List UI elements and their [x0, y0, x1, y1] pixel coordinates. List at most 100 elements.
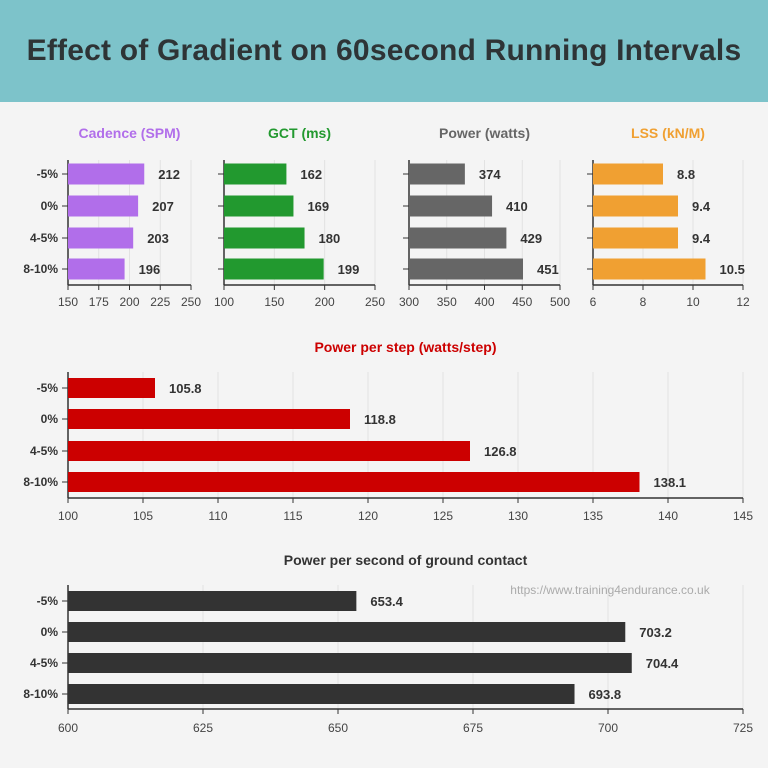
bar: [593, 258, 706, 280]
data-label: 162: [300, 167, 322, 182]
x-tick-label: 125: [433, 509, 453, 523]
chart-title: Power per step (watts/step): [314, 339, 496, 355]
x-tick-label: 650: [328, 721, 348, 735]
bar: [224, 195, 294, 217]
data-label: 653.4: [370, 594, 403, 609]
data-label: 8.8: [677, 167, 695, 182]
header-banner: Effect of Gradient on 60second Running I…: [0, 0, 768, 102]
data-label: 703.2: [639, 625, 672, 640]
bar-chart-4: LSS (kN/M) 6 8 10 12 8.8 9.4 9.4 10.5: [587, 125, 750, 309]
category-label: 4-5%: [30, 231, 58, 245]
chart-title: GCT (ms): [268, 125, 331, 141]
x-tick-label: 200: [119, 295, 139, 309]
bar: [68, 258, 125, 280]
watermark: https://www.training4endurance.co.uk: [510, 583, 710, 597]
data-label: 207: [152, 199, 174, 214]
bar: [68, 622, 626, 642]
x-tick-label: 100: [214, 295, 234, 309]
category-label: 4-5%: [30, 444, 58, 458]
data-label: 199: [338, 262, 360, 277]
bar-chart-5: Power per step (watts/step) 100 105 110 115 1…: [23, 339, 753, 523]
x-tick-label: 105: [133, 509, 153, 523]
x-tick-label: 140: [658, 509, 678, 523]
chart-title: LSS (kN/M): [631, 125, 705, 141]
data-label: 410: [506, 199, 528, 214]
bar: [68, 227, 134, 249]
category-label: 4-5%: [30, 656, 58, 670]
category-label: 0%: [41, 412, 59, 426]
x-tick-label: 700: [598, 721, 618, 735]
bar: [68, 378, 155, 398]
bar: [593, 227, 678, 249]
category-label: 0%: [41, 199, 59, 213]
bar-chart-3: Power (watts) 300 350 400 450 500 374 410 429 451: [399, 125, 570, 309]
data-label: 169: [307, 199, 329, 214]
bar: [409, 163, 465, 185]
x-tick-label: 135: [583, 509, 603, 523]
x-tick-label: 115: [283, 509, 302, 523]
bar-chart-1: Cadence (SPM) 150 175 200 225 250 212 -5% 207 0% 2…: [23, 125, 201, 309]
x-tick-label: 625: [193, 721, 213, 735]
x-tick-label: 250: [365, 295, 385, 309]
category-label: -5%: [37, 167, 59, 181]
x-tick-label: 600: [58, 721, 78, 735]
data-label: 9.4: [692, 231, 711, 246]
data-label: 429: [520, 231, 542, 246]
x-tick-label: 250: [181, 295, 201, 309]
bar: [68, 441, 470, 461]
x-tick-label: 300: [399, 295, 419, 309]
x-tick-label: 6: [590, 295, 597, 309]
bar: [409, 258, 524, 280]
page-title: Effect of Gradient on 60second Running I…: [26, 34, 742, 67]
x-tick-label: 150: [58, 295, 78, 309]
x-tick-label: 450: [512, 295, 532, 309]
category-label: 8-10%: [23, 262, 58, 276]
category-label: 0%: [41, 625, 59, 639]
data-label: 451: [537, 262, 559, 277]
bar: [593, 195, 678, 217]
category-label: -5%: [37, 381, 59, 395]
x-tick-label: 130: [508, 509, 528, 523]
bar: [68, 684, 575, 704]
x-tick-label: 675: [463, 721, 483, 735]
bar: [68, 163, 145, 185]
bar: [409, 195, 493, 217]
bar-chart-6: Power per second of ground contact 600 625…: [23, 552, 753, 735]
bar: [68, 591, 357, 611]
bar: [224, 227, 305, 249]
data-label: 693.8: [589, 687, 622, 702]
chart-title: Power (watts): [439, 125, 530, 141]
data-label: 105.8: [169, 381, 202, 396]
bar: [409, 227, 507, 249]
x-tick-label: 110: [208, 509, 227, 523]
x-tick-label: 225: [150, 295, 170, 309]
bar: [224, 258, 324, 280]
bar: [224, 163, 287, 185]
x-tick-label: 200: [315, 295, 335, 309]
data-label: 118.8: [364, 412, 396, 427]
data-label: 126.8: [484, 444, 517, 459]
data-label: 180: [319, 231, 341, 246]
chart-title: Power per second of ground contact: [284, 552, 528, 568]
bar: [68, 195, 139, 217]
data-label: 138.1: [654, 475, 687, 490]
data-label: 196: [139, 262, 161, 277]
x-tick-label: 120: [358, 509, 378, 523]
x-tick-label: 500: [550, 295, 570, 309]
x-tick-label: 100: [58, 509, 78, 523]
x-tick-label: 400: [474, 295, 494, 309]
bar: [68, 409, 350, 429]
x-tick-label: 8: [640, 295, 647, 309]
category-label: 8-10%: [23, 687, 58, 701]
x-tick-label: 12: [736, 295, 750, 309]
x-tick-label: 350: [437, 295, 457, 309]
x-tick-label: 175: [89, 295, 109, 309]
category-label: 8-10%: [23, 475, 58, 489]
bar: [68, 653, 632, 673]
bar-chart-2: GCT (ms) 100 150 200 250 162 169 180 199: [214, 125, 385, 309]
x-tick-label: 150: [264, 295, 284, 309]
data-label: 9.4: [692, 199, 711, 214]
chart-title: Cadence (SPM): [79, 125, 181, 141]
category-label: -5%: [37, 594, 59, 608]
